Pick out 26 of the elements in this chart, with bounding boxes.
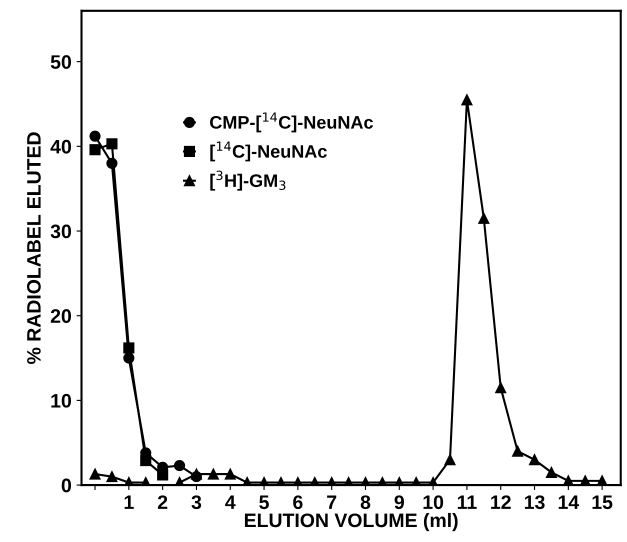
legend-label: [$^{14}$C]-NeuNAc [210,142,327,162]
y-tick-label: 50 [50,55,71,69]
x-tick-label: 11 [458,496,477,509]
x-tick-label: 1 [124,496,134,509]
x-tick-label: 8 [360,495,370,510]
y-axis-title: % RADIOLABEL ELUTED [26,132,41,364]
x-tick-label: 14 [558,496,580,509]
x-tick-label: 10 [424,495,444,510]
x-axis-title: ELUTION VOLUME (ml) [244,512,458,532]
x-tick-label: 3 [191,495,202,510]
legend-label: [$^{3}$H]-GM$_{3}$ [210,170,286,191]
legend-label: CMP-[$^{14}$C]-NeuNAc [210,112,373,132]
y-tick-label: 30 [50,224,71,238]
x-tick-label: 6 [293,495,303,510]
x-tick-label: 9 [394,495,404,510]
x-tick-label: 15 [592,496,612,510]
x-tick-label: 12 [491,495,511,509]
y-tick-label: 20 [50,309,71,323]
x-tick-label: 13 [524,495,545,510]
y-tick-label: 10 [51,394,71,408]
x-tick-label: 4 [225,496,236,509]
x-tick-label: 7 [327,496,336,509]
x-tick-label: 5 [259,496,269,510]
y-tick-label: 40 [50,140,71,154]
x-tick-label: 2 [158,495,168,509]
y-tick-label: 0 [62,478,71,492]
